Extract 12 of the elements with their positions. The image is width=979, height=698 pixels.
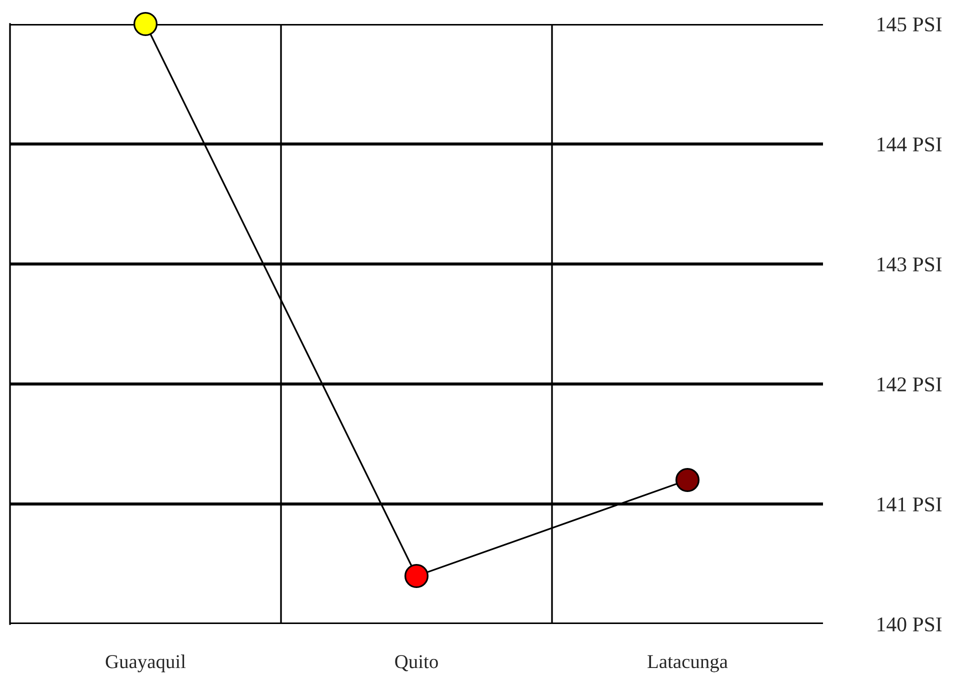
x-tick-label: Latacunga <box>648 655 728 672</box>
y-tick-label: 143 PSI <box>878 257 942 272</box>
point <box>133 12 158 36</box>
y-tick-label: 141 PSI <box>878 497 942 512</box>
point <box>675 468 700 492</box>
y-tick-label: 142 PSI <box>878 377 942 392</box>
y-tick-label: 140 PSI <box>878 617 942 632</box>
x-tick-label: Quito <box>395 655 438 672</box>
x-tick-label: Guayaquil <box>106 654 186 672</box>
y-tick-label: 145 PSI <box>878 17 942 32</box>
point <box>404 564 429 588</box>
y-tick-label: 144 PSI <box>878 137 942 152</box>
